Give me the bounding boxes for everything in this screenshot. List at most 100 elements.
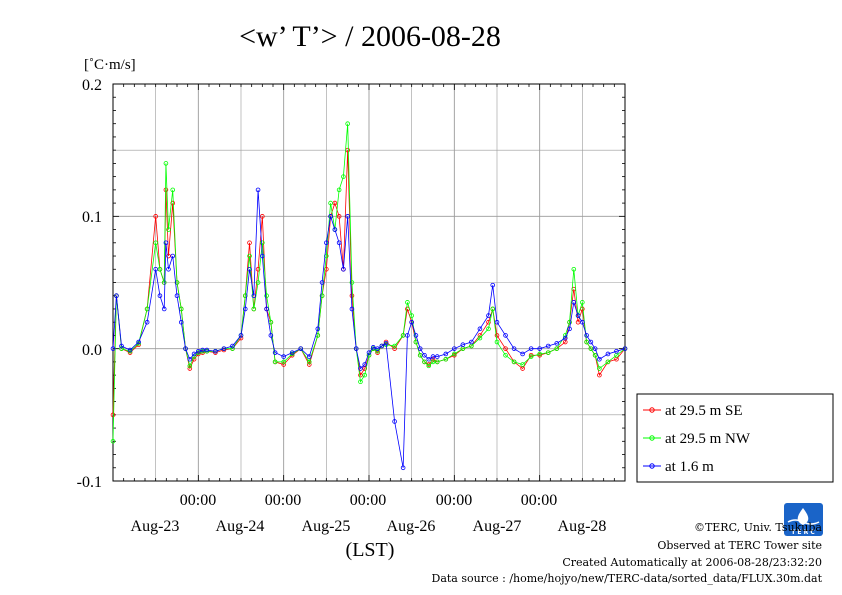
data-point — [490, 306, 496, 312]
terc-logo-text: T E R C — [791, 529, 815, 536]
data-point — [490, 282, 496, 288]
data-point — [422, 359, 427, 365]
data-point — [260, 240, 265, 246]
data-point — [605, 359, 611, 365]
data-point — [136, 339, 141, 345]
data-point — [392, 343, 397, 349]
data-point — [242, 306, 248, 312]
data-point — [383, 341, 389, 346]
data-point — [562, 335, 568, 341]
data-point — [486, 326, 491, 332]
data-point — [324, 266, 329, 272]
data-point — [366, 350, 372, 355]
data-point — [537, 346, 542, 351]
legend: at 29.5 m SE at 29.5 m NW at 1.6 m — [636, 393, 834, 483]
data-point — [170, 200, 176, 206]
data-point — [486, 313, 491, 318]
data-point — [567, 319, 572, 325]
data-point — [114, 293, 119, 299]
data-point — [477, 335, 483, 341]
data-source-text: Data source : /home/hojyo/new/TERC-data/… — [432, 572, 823, 585]
data-point — [358, 379, 363, 385]
data-point — [460, 342, 466, 348]
x-date-label: Aug-27 — [473, 518, 522, 535]
data-point — [119, 343, 124, 349]
data-point — [392, 346, 397, 351]
data-point — [319, 293, 325, 299]
data-point — [520, 362, 525, 367]
data-point — [575, 319, 581, 325]
data-point — [537, 351, 542, 357]
data-point — [434, 359, 440, 365]
data-point — [178, 319, 184, 325]
x-time-label: 00:00 — [180, 492, 216, 509]
x-time-label: 00:00 — [350, 492, 386, 509]
data-point — [255, 187, 261, 193]
x-time-label: 00:00 — [521, 492, 557, 509]
data-point — [379, 343, 385, 349]
data-point — [157, 293, 163, 299]
data-point — [452, 351, 457, 357]
data-point — [362, 372, 368, 378]
data-point — [187, 356, 193, 362]
series-3 — [110, 187, 628, 471]
y-unit-label: [˚C·m/s] — [84, 57, 136, 73]
data-point — [375, 346, 380, 351]
data-point — [170, 253, 176, 259]
data-point — [332, 200, 338, 206]
copyright-text: ©TERC, Univ. Tsukuba — [694, 521, 822, 534]
data-point — [163, 161, 169, 166]
data-point — [537, 352, 542, 358]
data-point — [260, 214, 265, 219]
data-point — [183, 346, 188, 351]
data-point — [405, 300, 410, 305]
data-point — [584, 339, 589, 345]
data-point — [110, 438, 116, 444]
data-point — [127, 347, 133, 353]
data-point — [413, 333, 419, 338]
data-point — [417, 352, 423, 358]
data-point — [230, 343, 235, 349]
data-point — [336, 240, 342, 246]
x-date-label: Aug-28 — [558, 518, 607, 535]
legend-label-se: at 29.5 m SE — [665, 403, 743, 419]
series-2 — [110, 121, 628, 444]
data-point — [571, 300, 577, 305]
data-point — [110, 412, 116, 418]
data-point — [221, 346, 227, 351]
data-point — [545, 350, 551, 355]
data-point — [503, 352, 508, 358]
data-point — [358, 366, 363, 371]
data-point — [349, 306, 355, 312]
data-point — [264, 293, 269, 299]
data-point — [281, 359, 286, 365]
data-point — [528, 354, 534, 359]
data-point — [200, 350, 205, 355]
data-point — [328, 214, 333, 219]
legend-marker-1-6m — [649, 463, 655, 469]
data-point — [362, 362, 368, 367]
data-point — [251, 306, 257, 312]
data-point — [353, 346, 359, 351]
data-point — [157, 266, 163, 272]
data-point — [349, 280, 355, 285]
data-point — [204, 347, 210, 353]
data-point — [196, 349, 201, 354]
data-point — [592, 346, 598, 351]
series-line — [112, 123, 626, 442]
data-point — [494, 333, 500, 338]
data-point — [392, 419, 397, 424]
data-point — [161, 306, 167, 312]
data-point — [494, 339, 500, 345]
legend-marker-se — [649, 407, 655, 413]
data-point — [580, 300, 585, 305]
data-point — [166, 266, 171, 272]
data-point — [520, 351, 525, 357]
data-point — [477, 326, 483, 332]
data-point — [422, 352, 427, 358]
data-point — [260, 253, 265, 259]
data-point — [554, 341, 560, 346]
data-point — [597, 372, 602, 378]
x-date-label: Aug-24 — [216, 518, 265, 535]
